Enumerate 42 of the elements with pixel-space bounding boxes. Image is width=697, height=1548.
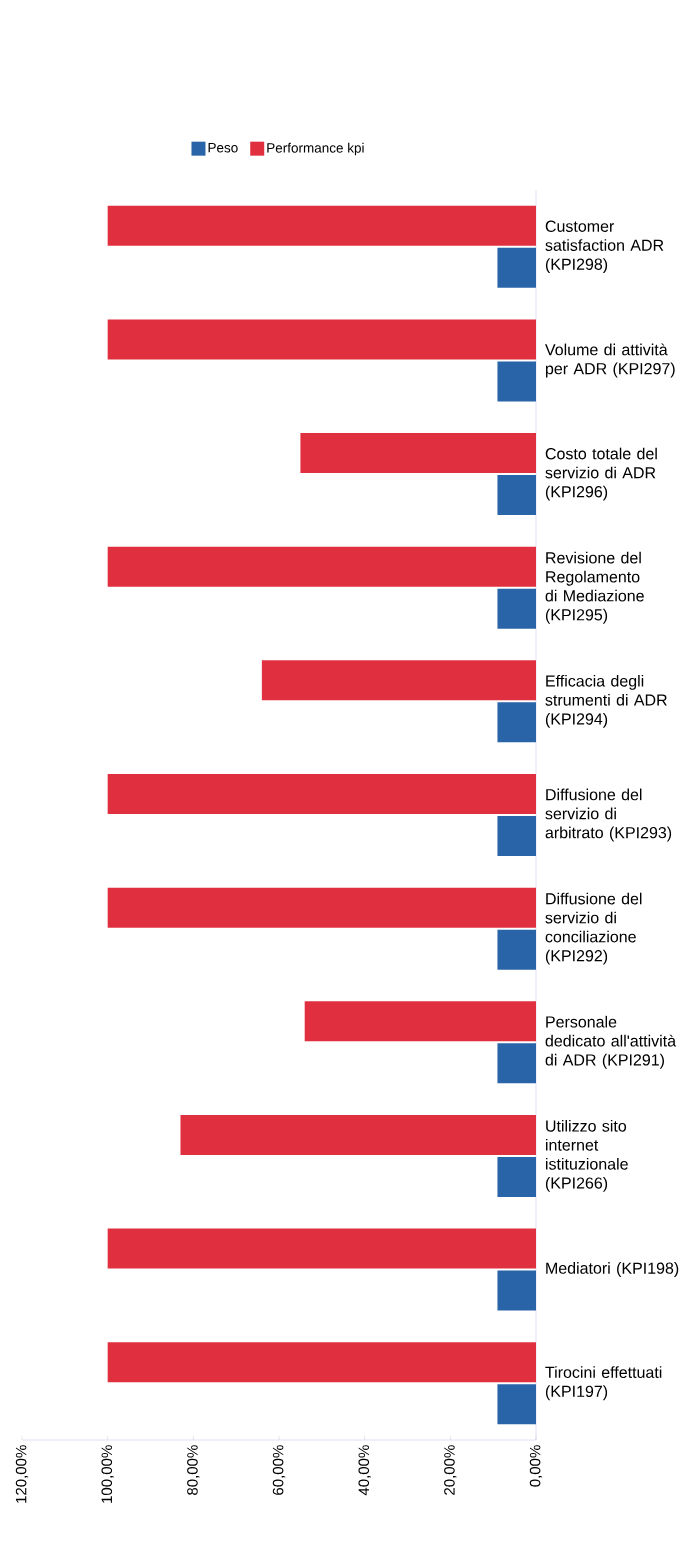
- x-tick-label: 20,00%: [444, 1445, 457, 1495]
- bar: [107, 546, 536, 587]
- x-tick-label: 80,00%: [187, 1445, 200, 1495]
- bar: [497, 816, 536, 856]
- x-tick-label: 60,00%: [272, 1445, 286, 1495]
- y-tick-label: Diffusione del servizio di conciliazione (KPI292): [545, 892, 642, 965]
- y-tick-label: Volume di attività per ADR (KPI297): [545, 343, 675, 378]
- y-tick-label: Costo totale del servizio di ADR (KPI296): [545, 447, 657, 501]
- bar: [107, 774, 536, 815]
- bar: [107, 887, 536, 928]
- bar: [107, 205, 536, 246]
- y-tick-label: Customer satisfaction ADR (KPI298): [545, 220, 664, 274]
- y-tick-label: Personale dedicato all'attività di ADR (KPI291): [545, 1015, 677, 1069]
- bar: [497, 475, 536, 516]
- y-tick-label: Efficacia degli strumenti di ADR (KPI294): [545, 674, 667, 728]
- y-tick-label: Tirocini effettuati (KPI197): [545, 1366, 662, 1401]
- x-tick-label: 0,00%: [529, 1445, 543, 1487]
- bar: [497, 247, 536, 288]
- bar: [497, 1156, 536, 1197]
- y-tick-label: Utilizzo sito internet istituzionale (KPI266): [545, 1119, 628, 1192]
- x-tick-label: 100,00%: [101, 1445, 114, 1503]
- legend-label: Performance kpi: [267, 142, 364, 156]
- bar: [107, 319, 536, 360]
- bar: [497, 702, 536, 743]
- x-tick-label: 40,00%: [358, 1445, 371, 1496]
- y-tick-label: Revisione del Regolamento di Mediazione (KPI295): [545, 551, 644, 624]
- x-tick-label: 120,00%: [15, 1445, 29, 1503]
- bar: [497, 588, 536, 629]
- y-tick-label: Mediatori (KPI198): [546, 1262, 679, 1278]
- bar: [497, 1384, 536, 1425]
- bar: [261, 660, 536, 701]
- bar: [497, 1043, 536, 1084]
- legend-label: Peso: [208, 143, 238, 153]
- bar: [107, 1228, 536, 1269]
- bar: [107, 1342, 536, 1383]
- bar: [497, 929, 536, 970]
- bar: [180, 1114, 536, 1155]
- bar: [304, 1001, 536, 1042]
- bar: [300, 433, 536, 474]
- bar: [497, 1270, 536, 1311]
- bar: [497, 361, 536, 402]
- y-tick-label: Diffusione del servizio di arbitrato (KPI293): [545, 788, 672, 842]
